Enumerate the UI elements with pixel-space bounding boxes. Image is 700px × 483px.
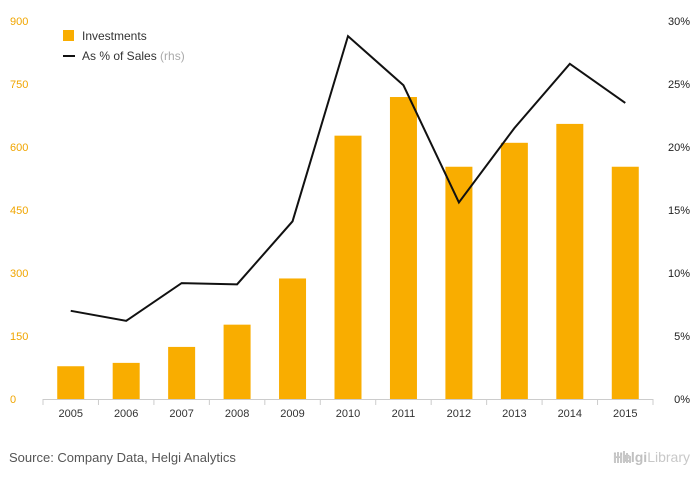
y-left-tick-label: 0 [10, 394, 16, 406]
bar-investments [57, 366, 85, 399]
x-tick-label: 2011 [392, 408, 416, 420]
x-tick-label: 2013 [502, 408, 526, 420]
source-note: Source: Company Data, Helgi Analytics [9, 450, 236, 465]
legend-label-pct-sales: As % of Sales (rhs) [82, 49, 185, 63]
library-icon [613, 451, 631, 463]
y-left-tick-label: 150 [10, 331, 28, 343]
y-left-tick-label: 900 [10, 16, 28, 28]
y-right-tick-label: 30% [668, 16, 690, 28]
y-left-tick-label: 750 [10, 79, 28, 91]
logo-suffix: Library [647, 449, 690, 465]
x-tick-label: 2015 [613, 408, 637, 420]
bar-investments [556, 123, 584, 400]
legend-note-rhs: (rhs) [160, 49, 185, 63]
y-right-tick-label: 25% [668, 79, 690, 91]
x-tick-label: 2010 [336, 408, 360, 420]
bar-investments [112, 362, 140, 399]
y-right-tick-label: 0% [674, 394, 690, 406]
bar-investments [389, 97, 417, 400]
y-left-tick-label: 300 [10, 268, 28, 280]
bar-investments [334, 135, 362, 399]
helgi-library-logo: HelgiLibrary [613, 449, 690, 465]
x-tick-label: 2007 [169, 408, 193, 420]
x-tick-label: 2009 [280, 408, 304, 420]
bar-investments [611, 166, 639, 399]
y-right-tick-label: 5% [674, 331, 690, 343]
y-right-tick-label: 20% [668, 142, 690, 154]
legend-swatch-investments [63, 30, 74, 41]
y-right-tick-label: 10% [668, 268, 690, 280]
y-right-tick-label: 15% [668, 205, 690, 217]
y-left-tick-label: 450 [10, 205, 28, 217]
x-tick-label: 2008 [225, 408, 249, 420]
bar-investments [500, 142, 528, 400]
x-tick-label: 2012 [447, 408, 471, 420]
bar-investments [279, 278, 307, 399]
y-left-tick-label: 600 [10, 142, 28, 154]
bar-investments [445, 166, 473, 399]
x-tick-label: 2005 [58, 408, 82, 420]
line-as-pct-of-sales [70, 34, 626, 322]
bar-investments [168, 346, 196, 399]
x-tick-label: 2014 [558, 408, 582, 420]
x-tick-label: 2006 [114, 408, 138, 420]
bar-investments [223, 324, 251, 399]
legend-label-investments: Investments [82, 29, 147, 43]
